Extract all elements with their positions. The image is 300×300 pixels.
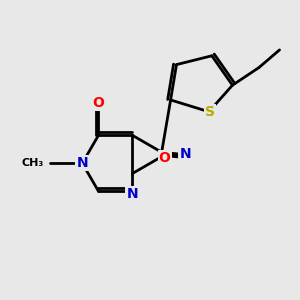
Text: N: N <box>127 187 138 201</box>
Text: S: S <box>206 105 215 119</box>
Text: N: N <box>76 156 88 170</box>
Text: O: O <box>92 96 104 110</box>
Text: CH₃: CH₃ <box>22 158 44 168</box>
Text: O: O <box>159 151 170 165</box>
Text: N: N <box>179 147 191 161</box>
